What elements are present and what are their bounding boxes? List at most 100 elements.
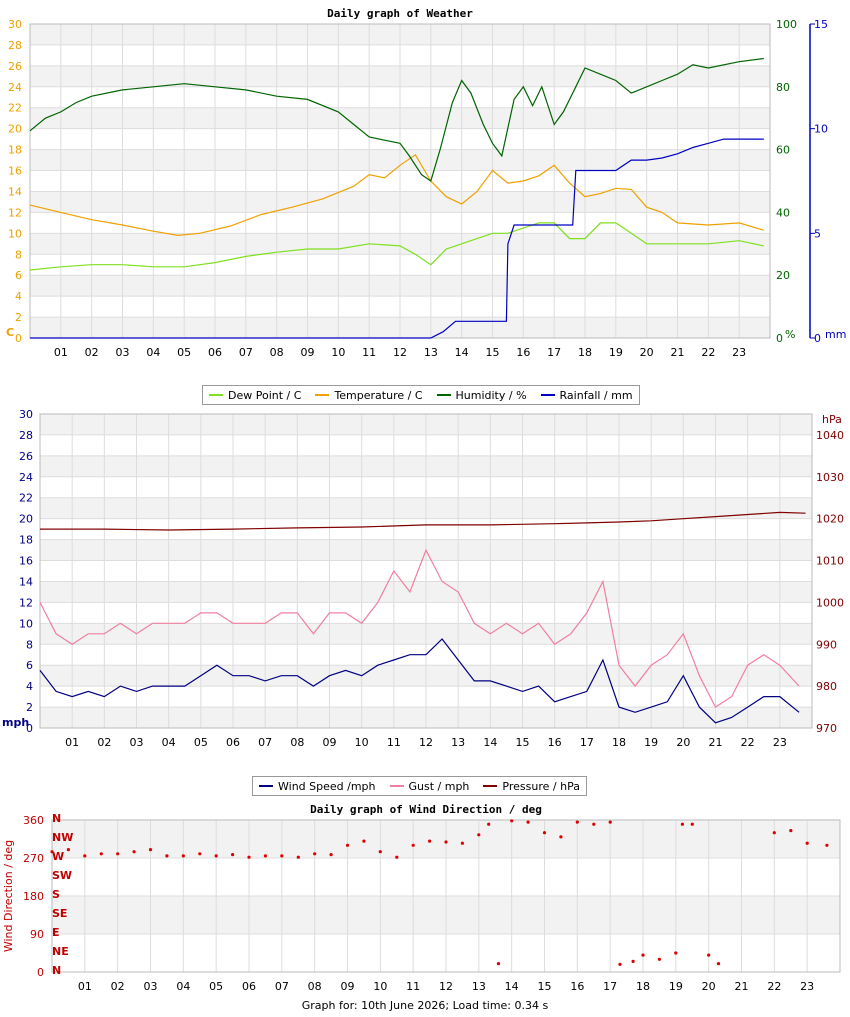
compass-label: N [52, 812, 61, 825]
compass-label: NE [52, 945, 69, 958]
series-line-humidity [29, 57, 764, 182]
y-axis-label-direction: Wind Direction / deg [2, 840, 15, 952]
x-tick-label: 22 [701, 346, 715, 359]
x-tick-label: 08 [290, 736, 304, 749]
x-tick-label: 03 [116, 346, 130, 359]
direction-point [805, 841, 809, 845]
x-tick-label: 06 [226, 736, 240, 749]
x-tick-label: 14 [455, 346, 469, 359]
x-tick-label: 13 [451, 736, 465, 749]
direction-point [559, 835, 563, 839]
compass-label: SE [52, 907, 67, 920]
y-tick-label-speed: 20 [19, 513, 33, 526]
x-tick-label: 04 [146, 346, 160, 359]
direction-point [165, 854, 169, 858]
x-tick-label: 05 [209, 980, 223, 993]
x-tick-label: 19 [609, 346, 623, 359]
y-tick-label-speed: 24 [19, 471, 33, 484]
y-tick-label-temp: 24 [8, 81, 22, 94]
y-tick-label-speed: 6 [26, 659, 33, 672]
y-tick-label-pressure: 990 [816, 638, 837, 651]
direction-point [231, 853, 235, 857]
y-tick-label-temp: 26 [8, 60, 22, 73]
direction-point [487, 822, 491, 826]
x-tick-label: 18 [636, 980, 650, 993]
x-tick-label: 20 [676, 736, 690, 749]
x-tick-label: 11 [406, 980, 420, 993]
direction-point [592, 822, 596, 826]
y-tick-label-temp: 4 [15, 290, 22, 303]
x-tick-label: 09 [301, 346, 315, 359]
x-tick-label: 05 [177, 346, 191, 359]
x-tick-label: 16 [548, 736, 562, 749]
x-tick-label: 02 [97, 736, 111, 749]
y-axis-unit-pressure: hPa [822, 413, 842, 426]
y-tick-label-temp: 20 [8, 123, 22, 136]
y-tick-label-pressure: 980 [816, 680, 837, 693]
legend-item-wind-speed: Wind Speed /mph [259, 780, 376, 793]
direction-point [66, 848, 70, 852]
legend-label: Wind Speed /mph [278, 779, 376, 793]
x-tick-label: 03 [144, 980, 158, 993]
y-tick-label-direction: 270 [23, 852, 44, 865]
y-tick-label-direction: 0 [37, 966, 44, 979]
legend-item-gust: Gust / mph [389, 780, 469, 793]
y-tick-label-rain: 0 [814, 332, 821, 345]
legend-label: Pressure / hPa [502, 779, 580, 793]
direction-point [181, 854, 185, 858]
direction-point [772, 831, 776, 835]
x-tick-label: 01 [54, 346, 68, 359]
x-tick-label: 21 [671, 346, 685, 359]
y-tick-label-speed: 26 [19, 450, 33, 463]
direction-point [345, 843, 350, 847]
x-tick-label: 15 [486, 346, 500, 359]
chart-title: Daily graph of Wind Direction / deg [310, 803, 542, 816]
direction-point [214, 854, 218, 858]
x-tick-label: 09 [323, 736, 337, 749]
legend-item-humidity: Humidity / % [436, 389, 527, 402]
y-tick-label-rain: 10 [814, 123, 828, 136]
y-tick-label-pressure: 1000 [816, 596, 844, 609]
x-tick-label: 01 [78, 980, 92, 993]
series-line-rainfall [30, 138, 764, 339]
y-tick-label-direction: 90 [30, 928, 44, 941]
footer-status: Graph for: 10th June 2026; Load time: 0.… [301, 999, 549, 1012]
y-tick-label-rain: 15 [814, 18, 828, 31]
chart-title: Daily graph of Weather [327, 7, 473, 20]
legend-swatch [209, 394, 223, 396]
direction-point [198, 852, 202, 856]
compass-label: NW [52, 831, 73, 844]
y-tick-label-humidity: 20 [776, 269, 790, 282]
y-tick-label-speed: 10 [19, 617, 33, 630]
x-tick-label: 18 [578, 346, 592, 359]
y-tick-label-humidity: 0 [776, 332, 783, 345]
direction-point [132, 850, 136, 854]
legend-item-pressure: Pressure / hPa [483, 780, 580, 793]
x-tick-label: 06 [242, 980, 256, 993]
direction-point [428, 839, 432, 843]
direction-point [510, 819, 514, 823]
direction-point [362, 839, 366, 843]
x-tick-label: 16 [570, 980, 584, 993]
direction-point [690, 822, 694, 826]
direction-point [280, 854, 284, 858]
x-tick-label: 17 [603, 980, 617, 993]
series-line-dew [29, 222, 764, 271]
x-tick-label: 10 [355, 736, 369, 749]
x-tick-label: 07 [258, 736, 272, 749]
legend-item-temperature: Temperature / C [315, 389, 423, 402]
direction-point [99, 852, 103, 856]
direction-point [329, 853, 333, 857]
legend-item-rainfall: Rainfall / mm [540, 389, 633, 402]
direction-point [707, 953, 711, 957]
y-tick-label-speed: 2 [26, 701, 33, 714]
weather-legend: Dew Point / C Temperature / C Humidity /… [202, 385, 640, 405]
y-tick-label-speed: 30 [19, 408, 33, 421]
x-tick-label: 23 [773, 736, 787, 749]
plot-frame [39, 413, 813, 729]
legend-item-dew-point: Dew Point / C [209, 389, 301, 402]
x-tick-label: 12 [393, 346, 407, 359]
y-tick-label-temp: 18 [8, 144, 22, 157]
x-tick-label: 04 [162, 736, 176, 749]
